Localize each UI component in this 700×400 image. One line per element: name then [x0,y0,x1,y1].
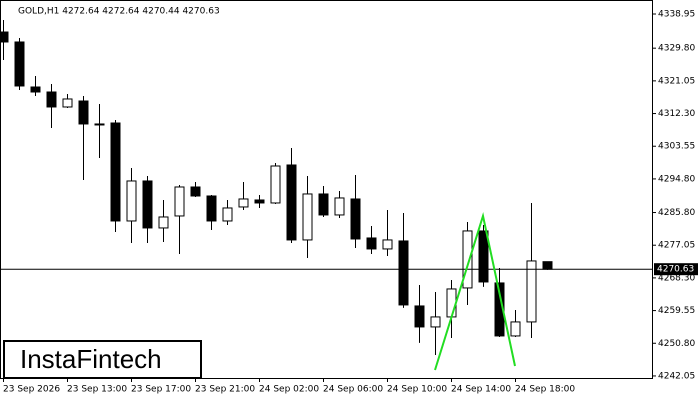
candle-body [158,216,169,229]
candle-body [94,123,105,126]
candle-body [78,100,89,125]
candle-body [302,193,313,241]
y-tick-label: 4312.30 [658,109,695,119]
candle-body [222,207,233,222]
candle-body [62,98,73,108]
candle-body [462,230,473,289]
candle-body [30,86,41,93]
candle-body [414,305,425,328]
candle-body [366,237,377,250]
candle-body [382,239,393,250]
current-price-label: 4270.63 [657,265,694,275]
y-tick-label: 4242.05 [658,371,695,381]
y-tick-label: 4268.30 [658,273,695,283]
candle-body [190,186,201,197]
y-tick-label: 4338.95 [658,10,695,20]
candle-body [238,198,249,208]
y-tick-label: 4285.80 [658,208,695,218]
logo: InstaFintech [20,344,162,374]
y-tick-label: 4303.55 [658,142,695,152]
candle-body [270,165,281,204]
candle-body [542,261,553,270]
y-tick-label: 4259.55 [658,306,695,316]
candle-body [110,122,121,222]
candle-body [14,41,25,87]
candle-body [350,198,361,240]
candle-body [510,321,521,337]
current-price-box [654,263,698,276]
candle-body [286,164,297,241]
x-tick-label: 23 Sep 21:00 [195,385,255,395]
candle-body [478,230,489,283]
x-tick-label: 23 Sep 13:00 [67,385,127,395]
candle-body [254,199,265,204]
candle-body [526,260,537,323]
candle-body [430,316,441,328]
x-tick-label: 23 Sep 17:00 [131,385,191,395]
candle-body [142,180,153,229]
x-tick-label: 24 Sep 06:00 [323,385,383,395]
y-tick-label: 4294.80 [658,174,695,184]
x-tick-label: 24 Sep 14:00 [451,385,511,395]
y-tick-label: 4250.80 [658,339,695,349]
x-tick-label: 24 Sep 02:00 [259,385,319,395]
y-tick-label: 4277.05 [658,241,695,251]
candle-body [334,197,345,216]
candle-body [398,240,409,306]
pattern-line [434,212,516,371]
chart-title: GOLD,H1 4272.64 4272.64 4270.44 4270.63 [18,7,220,17]
marks: 4338.95 4329.80 4321.05 4312.30 4303.55 4294.… [0,10,698,395]
x-tick-label: 23 Sep 2026 [3,385,60,395]
candle-body [206,195,217,222]
candle-body [174,186,185,217]
candle-body [0,31,9,43]
x-tick-label: 24 Sep 18:00 [515,385,575,395]
candle-body [126,180,137,222]
candle-body [46,91,57,108]
y-tick-label: 4321.05 [658,76,695,86]
y-tick-label: 4329.80 [658,44,695,54]
x-tick-label: 24 Sep 10:00 [387,385,447,395]
plot-frame [0,0,653,379]
candle-body [318,193,329,216]
logo-box [3,340,202,379]
candle-body [494,282,505,337]
candle-body [446,288,457,318]
